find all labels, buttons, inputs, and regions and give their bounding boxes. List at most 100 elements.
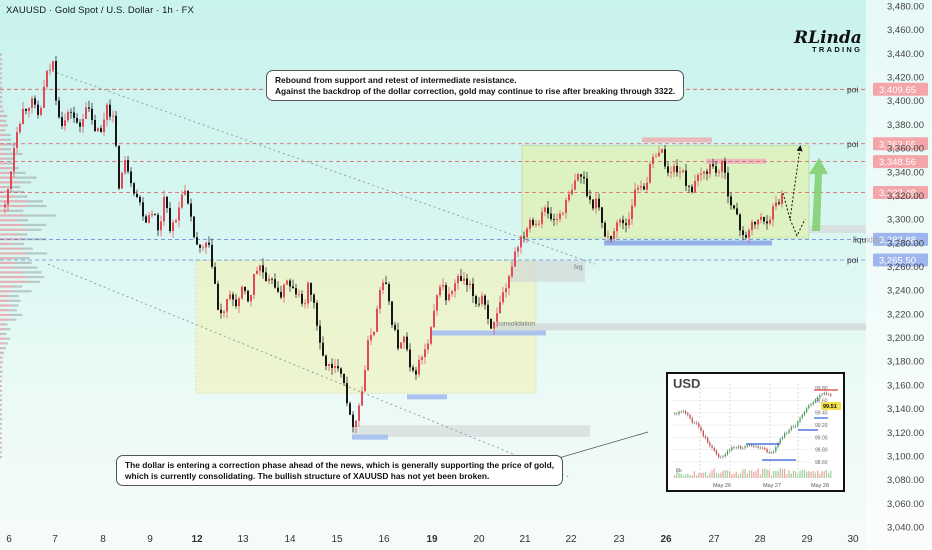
candle-body (781, 193, 783, 204)
inset-volume-bar (715, 473, 718, 478)
inset-candle-body (757, 446, 759, 448)
volume-bar-sell (0, 446, 2, 449)
inset-volume-bar (685, 474, 687, 478)
candle-body (82, 118, 84, 127)
volume-bar-buy (9, 313, 23, 317)
candle-body (454, 283, 456, 292)
candle-body (541, 211, 543, 224)
candle-body (415, 370, 417, 375)
candles (4, 55, 783, 434)
candle-body (487, 304, 489, 319)
inset-volume-bar (779, 468, 781, 478)
inset-volume-bar (770, 475, 773, 478)
candle-body (100, 128, 102, 133)
candle-body (589, 196, 591, 200)
candle-body (298, 293, 300, 295)
candle-body (466, 278, 468, 286)
volume-bar-buy (1, 110, 5, 113)
fvg-label: fvg (574, 264, 583, 271)
candle-body (481, 295, 483, 304)
candle-body (619, 219, 621, 223)
price-tick-label: 3,400.00 (887, 96, 924, 107)
candle-body (16, 132, 18, 148)
candle-body (520, 236, 522, 248)
candle-body (724, 160, 726, 173)
inset-candle-body (825, 392, 828, 395)
candle-body (382, 282, 384, 290)
volume-bar-buy (14, 261, 32, 264)
inset-candle-body (680, 411, 682, 413)
candle-body (187, 190, 189, 204)
volume-bar-sell (0, 190, 9, 193)
candle-body (193, 216, 195, 238)
candle-body (319, 325, 321, 343)
candle-body (121, 172, 123, 189)
volume-bar-buy (10, 242, 24, 246)
inset-price-tick: 98.60 (815, 460, 828, 466)
volume-bar-buy (0, 53, 2, 56)
date-tick-label: 9 (147, 534, 153, 545)
consolidation-label: consolidation (497, 321, 535, 328)
bottom-note: The dollar is entering a correction phas… (116, 455, 564, 486)
candle-body (379, 289, 381, 309)
inset-candle-body (676, 413, 678, 415)
inset-candle-body (755, 446, 757, 447)
volume-bar-buy (25, 204, 47, 208)
inset-volume-bar (781, 469, 784, 478)
volume-bar-sell (0, 427, 1, 430)
candle-body (43, 86, 45, 108)
inset-volume-bar (713, 468, 715, 478)
date-tick-label: 21 (519, 534, 531, 545)
candle-body (223, 311, 225, 314)
candle-body (655, 156, 657, 158)
candle-body (112, 115, 114, 117)
inset-volume-bar (691, 475, 693, 478)
candle-body (58, 100, 60, 118)
candle-body (349, 403, 351, 415)
candle-body (118, 145, 120, 189)
inset-candle-body (777, 443, 779, 448)
inset-date-label: May 28 (811, 483, 829, 489)
candle-body (97, 128, 99, 132)
volume-bar-sell (0, 432, 2, 435)
volume-bar-buy (8, 190, 25, 193)
candle-body (775, 202, 777, 207)
volume-bar-sell (0, 418, 1, 421)
candle-body (259, 265, 261, 271)
inset-candle-body (806, 408, 808, 412)
volume-bar-buy (3, 328, 11, 331)
volume-bar-buy (12, 285, 23, 288)
volume-bar-sell (0, 152, 9, 156)
volume-bar-buy (8, 318, 17, 321)
volume-profile (0, 53, 57, 459)
candle-body (274, 279, 276, 288)
volume-bar-buy (1, 58, 2, 61)
volume-bar-buy (3, 342, 8, 345)
candle-body (94, 119, 96, 132)
candle-body (106, 104, 108, 120)
candle-body (46, 70, 48, 87)
volume-bar-sell (0, 129, 4, 132)
volume-bar-buy (1, 105, 3, 108)
candle-body (325, 355, 327, 366)
candle-body (682, 170, 684, 172)
bullish-arrow (809, 157, 828, 231)
candle-body (490, 318, 492, 329)
inset-price-tick: 99.40 (815, 411, 828, 417)
candle-body (28, 107, 30, 111)
date-tick-label: 26 (660, 534, 672, 545)
candle-body (268, 278, 270, 282)
inset-candle-body (744, 446, 746, 449)
volume-bar-sell (0, 422, 1, 425)
inset-candle-body (764, 447, 766, 449)
volume-bar-sell (0, 219, 17, 222)
candle-body (778, 202, 780, 204)
candle-body (346, 383, 348, 404)
candle-body (220, 309, 222, 314)
candle-body (502, 292, 504, 303)
volume-bar-buy (1, 403, 2, 407)
candle-body (133, 183, 135, 194)
volume-bar-buy (17, 233, 28, 236)
inset-candle-body (674, 413, 676, 415)
date-tick-label: 8 (100, 534, 106, 545)
